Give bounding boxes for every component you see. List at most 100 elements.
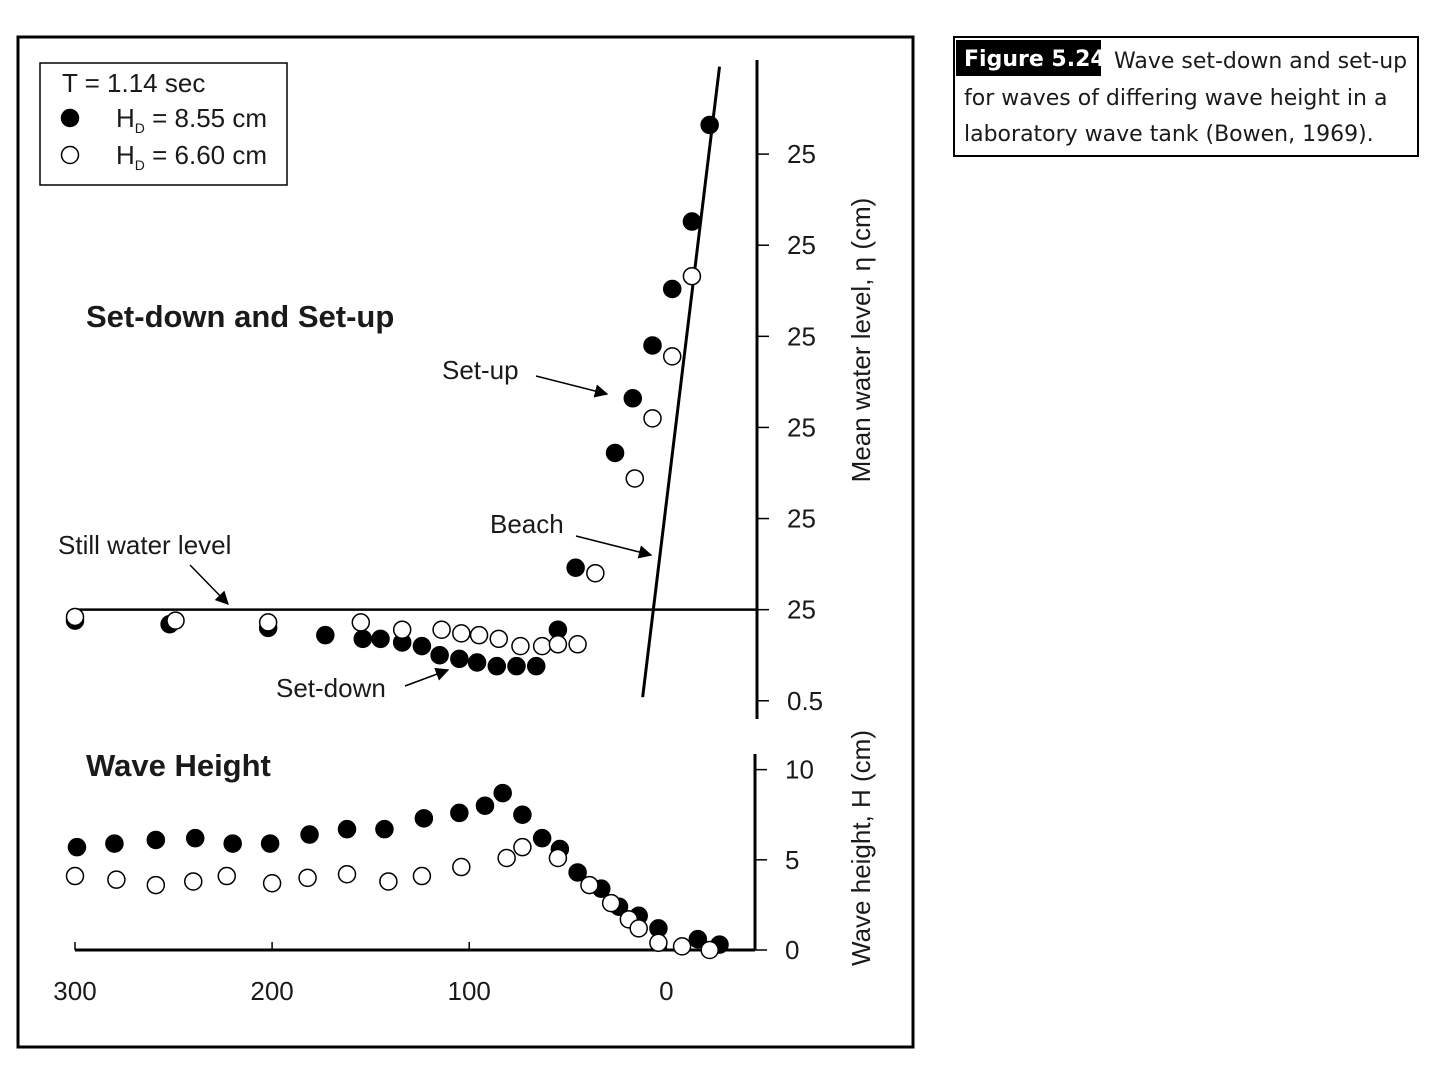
x-tick-label: 0: [659, 976, 673, 1006]
point: [688, 929, 708, 949]
point: [682, 266, 702, 286]
point: [262, 874, 282, 893]
caption-line: for waves of differing wave height in a: [964, 86, 1387, 111]
point: [166, 611, 185, 630]
y-tick-label: 25: [787, 412, 816, 442]
legend-label: HD = 6.60 cm: [116, 140, 267, 173]
point: [260, 834, 280, 853]
figure-label-bg: [956, 40, 1101, 76]
y-tick-label: 10: [785, 755, 814, 785]
y-tick-label: 25: [787, 595, 816, 625]
point: [662, 279, 682, 299]
chart-frame: [16, 35, 915, 1049]
y-axis-label: Wave height, H (cm): [846, 730, 876, 966]
point: [629, 919, 648, 938]
point: [65, 607, 85, 627]
legend-marker: [60, 108, 80, 128]
point: [412, 636, 432, 656]
y-tick-label: 0: [785, 935, 799, 965]
annotation: Beach: [490, 509, 564, 539]
legend-box: [39, 62, 288, 186]
point: [258, 613, 278, 632]
point: [511, 636, 530, 656]
point: [526, 656, 546, 676]
legend-title: T = 1.14 sec: [62, 68, 205, 98]
point: [430, 645, 449, 665]
annotation-arrow: [189, 564, 229, 605]
point: [337, 864, 357, 884]
caption-line: laboratory wave tank (Bowen, 1969).: [964, 122, 1374, 147]
point: [672, 937, 692, 956]
point: [467, 653, 487, 672]
point: [185, 828, 205, 848]
x-tick-label: 300: [53, 976, 96, 1006]
point: [105, 834, 124, 853]
point: [568, 863, 587, 882]
point: [67, 837, 87, 857]
beach-line: [641, 66, 722, 698]
point: [452, 857, 471, 877]
point: [412, 866, 432, 886]
point: [682, 212, 702, 231]
point: [217, 866, 237, 886]
point: [605, 443, 625, 463]
point: [146, 830, 166, 850]
point: [580, 875, 599, 895]
point: [107, 870, 126, 889]
point: [568, 635, 587, 654]
point: [475, 796, 495, 815]
point: [452, 624, 471, 643]
point: [353, 629, 373, 649]
point: [548, 635, 568, 654]
caption-line: Wave set-down and set-up: [1114, 49, 1407, 74]
point: [65, 866, 85, 886]
y-tick-label: 25: [787, 504, 816, 534]
point: [649, 933, 668, 953]
point: [548, 848, 568, 868]
point: [643, 409, 662, 428]
point: [513, 837, 532, 857]
y-tick-label: 25: [787, 230, 816, 260]
y-axis-label: Mean water level, η (cm): [846, 198, 876, 483]
point: [223, 834, 242, 853]
y-tick-label: 25: [787, 139, 816, 169]
point: [371, 629, 390, 649]
point: [450, 649, 469, 669]
legend-label: HD = 8.55 cm: [116, 103, 267, 136]
point: [566, 558, 585, 578]
annotation: Still water level: [58, 530, 231, 560]
point: [450, 803, 469, 823]
point: [184, 872, 203, 891]
x-tick-label: 100: [448, 976, 491, 1006]
point: [375, 819, 394, 839]
point: [532, 828, 552, 848]
y-tick-label: 25: [787, 321, 816, 351]
panel-title: Set-down and Set-up: [86, 299, 394, 334]
point: [625, 469, 645, 488]
point: [146, 875, 166, 895]
point: [487, 656, 507, 676]
point: [414, 809, 434, 828]
annotation-arrow: [404, 667, 450, 687]
point: [532, 636, 552, 656]
point: [497, 848, 516, 868]
caption-frame: [953, 36, 1419, 157]
point: [507, 656, 526, 676]
y-tick-label: 0.5: [787, 686, 823, 716]
point: [662, 347, 682, 366]
annotation-arrow: [535, 375, 609, 398]
point: [392, 620, 412, 639]
point: [337, 819, 357, 839]
point: [379, 872, 398, 891]
point: [623, 389, 643, 408]
annotation-arrow: [575, 535, 653, 559]
point: [643, 336, 662, 355]
point: [298, 868, 317, 888]
y-tick-label: 5: [785, 845, 799, 875]
point: [300, 825, 319, 844]
figure-label: Figure 5.24: [964, 47, 1106, 72]
point: [700, 115, 719, 135]
point: [316, 625, 335, 645]
point: [513, 805, 532, 824]
